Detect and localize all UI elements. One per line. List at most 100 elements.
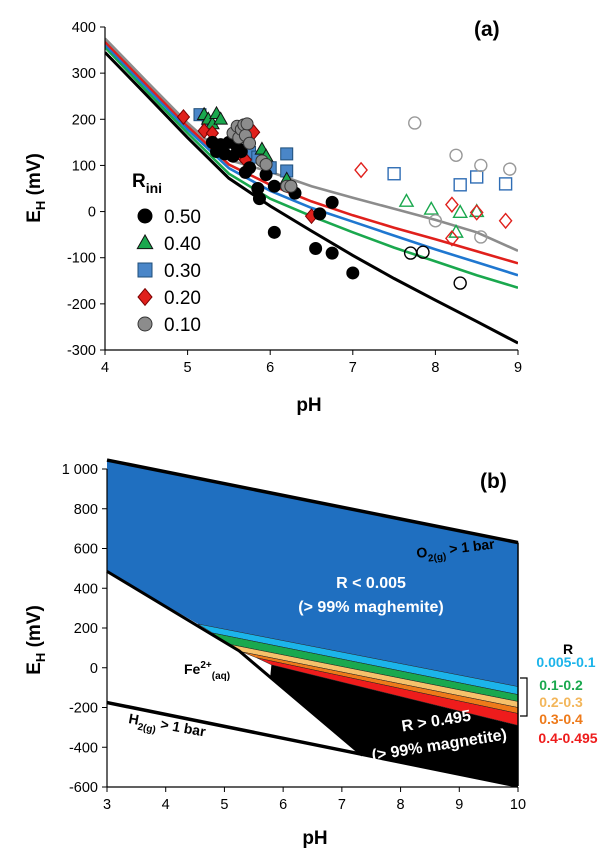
- data-point-0.40-hollow: [468, 203, 485, 218]
- data-point-0.30-hollow: [453, 178, 467, 192]
- panel-b-label: (b): [480, 470, 507, 493]
- data-point-0.50: [267, 225, 281, 239]
- legend-marker-0.10: [137, 316, 153, 332]
- data-point-0.50: [313, 207, 327, 221]
- fe-aq-label: Fe2+(aq): [184, 660, 230, 682]
- data-point-0.30-hollow: [387, 167, 401, 181]
- legend-label-0.20: 0.20: [164, 288, 201, 309]
- panel-a-legend-title: Rini: [132, 171, 162, 196]
- data-point-0.20-hollow: [498, 212, 513, 230]
- x-tick-label: 4: [101, 360, 109, 376]
- maghemite-label: R < 0.005: [336, 575, 406, 592]
- y-tick-label: -600: [69, 780, 98, 796]
- data-point-0.20-hollow: [445, 230, 459, 247]
- data-point-0.10: [259, 158, 273, 172]
- y-tick-label: 200: [72, 112, 96, 128]
- x-tick-label: 8: [397, 797, 405, 813]
- band-label-0.005-0.1: 0.005-0.1: [536, 654, 595, 670]
- o2-label: O2(g) > 1 bar: [415, 535, 496, 565]
- y-tick-label: 100: [72, 158, 96, 174]
- legend-marker-0.30: [137, 262, 153, 278]
- y-tick-label: -200: [67, 297, 96, 313]
- data-point-0.50: [325, 246, 339, 260]
- panel-a-y-label: EH (mV): [24, 153, 48, 223]
- legend-label-0.30: 0.30: [164, 261, 201, 282]
- legend-label-0.40: 0.40: [164, 234, 201, 255]
- x-tick-label: 6: [266, 360, 274, 376]
- legend-label-0.50: 0.50: [164, 207, 201, 228]
- y-tick-label: 0: [88, 205, 96, 221]
- x-tick-label: 6: [279, 797, 287, 813]
- legend-marker-0.40: [136, 233, 154, 250]
- x-tick-label: 5: [184, 360, 192, 376]
- data-point-0.40: [213, 111, 229, 125]
- x-tick-label: 10: [510, 797, 526, 813]
- band-label-0.3-0.4: 0.3-0.4: [539, 711, 583, 727]
- data-point-0.10: [240, 117, 254, 131]
- y-tick-label: 400: [74, 581, 98, 597]
- panel-a: (a) pH EH (mV) Rini 0.50 0.40 0.30 0.20 0.10…: [24, 18, 522, 416]
- panel-b-x-label: pH: [302, 828, 327, 849]
- y-tick-label: 1 000: [62, 462, 98, 478]
- x-tick-label: 7: [349, 360, 357, 376]
- model-line-0.30: [105, 43, 518, 277]
- band-label-0.2-0.3: 0.2-0.3: [539, 694, 583, 710]
- maghemite-region: [107, 460, 518, 687]
- fe-aq-region: [107, 571, 363, 756]
- data-point-0.30-hollow: [498, 177, 513, 191]
- data-point-0.50: [267, 179, 281, 193]
- fe-boundary-line: [106, 570, 364, 757]
- band-bracket: [520, 677, 528, 717]
- magnetite-region: [270, 664, 518, 786]
- data-point-0.10-hollow: [474, 230, 488, 244]
- x-tick-label: 8: [431, 360, 439, 376]
- y-tick-label: 400: [72, 20, 96, 36]
- y-tick-label: -300: [67, 343, 96, 359]
- panel-b-band-legend: 0.005-0.1 0.1-0.20.2-0.30.3-0.4 0.4-0.495: [520, 654, 598, 746]
- panel-b-y-label: EH (mV): [24, 605, 48, 675]
- data-point-0.30: [280, 147, 294, 161]
- y-tick-label: 600: [74, 542, 98, 558]
- data-point-0.20-hollow: [445, 196, 459, 213]
- data-point-0.20-hollow: [354, 161, 368, 179]
- y-tick-label: 200: [74, 621, 98, 637]
- y-tick-label: -200: [69, 701, 98, 717]
- data-point-0.50: [325, 195, 339, 209]
- data-point-0.40-hollow: [423, 200, 440, 215]
- x-tick-label: 9: [514, 360, 522, 376]
- data-point-0.50: [234, 145, 248, 159]
- legend-label-0.10: 0.10: [164, 315, 201, 336]
- y-tick-label: -100: [67, 251, 96, 267]
- y-tick-label: -400: [69, 740, 98, 756]
- data-point-0.50: [252, 192, 266, 206]
- x-tick-label: 4: [162, 797, 170, 813]
- data-point-0.50: [243, 161, 257, 175]
- y-tick-label: 800: [74, 502, 98, 518]
- x-tick-label: 5: [220, 797, 228, 813]
- h2-boundary-line: [106, 700, 519, 788]
- panel-b-legend-title: R: [563, 641, 573, 657]
- band-label-0.1-0.2: 0.1-0.2: [539, 677, 583, 693]
- legend-marker-0.20: [137, 287, 153, 307]
- band-label-0.4-0.495: 0.4-0.495: [538, 730, 597, 746]
- data-point-0.10-hollow: [408, 116, 422, 130]
- data-point-0.10-hollow: [503, 162, 517, 176]
- x-tick-label: 7: [338, 797, 346, 813]
- panel-b-regions: [107, 460, 519, 786]
- data-point-0.10: [243, 136, 257, 150]
- model-line-0.50: [105, 51, 518, 345]
- data-point-0.50: [309, 241, 323, 255]
- maghemite-subtitle: (> 99% maghemite): [298, 599, 443, 616]
- data-point-0.20: [176, 108, 191, 125]
- o2-boundary-line: [106, 458, 519, 545]
- data-point-0.10: [284, 179, 298, 193]
- data-point-0.30-hollow: [470, 170, 484, 184]
- panel-a-x-label: pH: [296, 395, 321, 416]
- data-point-0.20-hollow: [469, 204, 484, 221]
- panel-a-points: [176, 105, 517, 290]
- panel-b-boundaries: [106, 458, 519, 788]
- panel-a-label: (a): [474, 18, 500, 41]
- y-tick-label: 300: [72, 66, 96, 82]
- y-tick-label: 0: [90, 661, 98, 677]
